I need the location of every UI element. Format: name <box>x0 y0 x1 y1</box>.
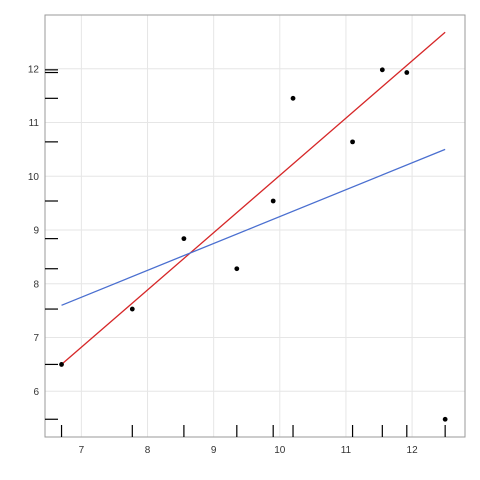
x-tick-label-0: 7 <box>79 445 85 456</box>
data-point-9 <box>442 416 448 422</box>
y-tick-label-3: 9 <box>33 226 39 237</box>
fit-lines <box>61 31 446 365</box>
data-point-1 <box>129 306 135 312</box>
x-tick-label-5: 12 <box>407 445 419 456</box>
data-points <box>59 67 448 422</box>
data-point-5 <box>290 95 296 101</box>
data-point-2 <box>181 236 187 242</box>
fit-line-0 <box>61 31 446 365</box>
x-tick-label-4: 11 <box>341 445 352 456</box>
data-point-7 <box>379 67 385 73</box>
y-tick-label-1: 7 <box>33 333 39 344</box>
y-tick-labels: 6 7 8 9 10 11 12 <box>28 64 40 398</box>
fit-line-1 <box>61 148 446 306</box>
y-tick-label-6: 12 <box>28 64 40 75</box>
x-tick-label-2: 9 <box>211 445 217 456</box>
x-tick-labels: 7 8 9 10 11 12 <box>79 445 418 456</box>
data-point-3 <box>234 266 240 272</box>
y-tick-label-4: 10 <box>28 172 40 183</box>
y-tick-label-5: 11 <box>29 118 40 129</box>
x-tick-label-1: 8 <box>145 445 151 456</box>
data-point-8 <box>404 70 410 75</box>
grid-layer <box>45 15 465 437</box>
data-point-6 <box>350 139 355 145</box>
y-tick-label-0: 6 <box>33 387 39 398</box>
data-point-4 <box>270 198 276 204</box>
plot-frame <box>44 14 466 438</box>
x-tick-label-3: 10 <box>274 445 286 456</box>
data-point-0 <box>59 362 64 367</box>
y-tick-label-2: 8 <box>33 279 39 290</box>
rug-layer <box>45 69 446 437</box>
